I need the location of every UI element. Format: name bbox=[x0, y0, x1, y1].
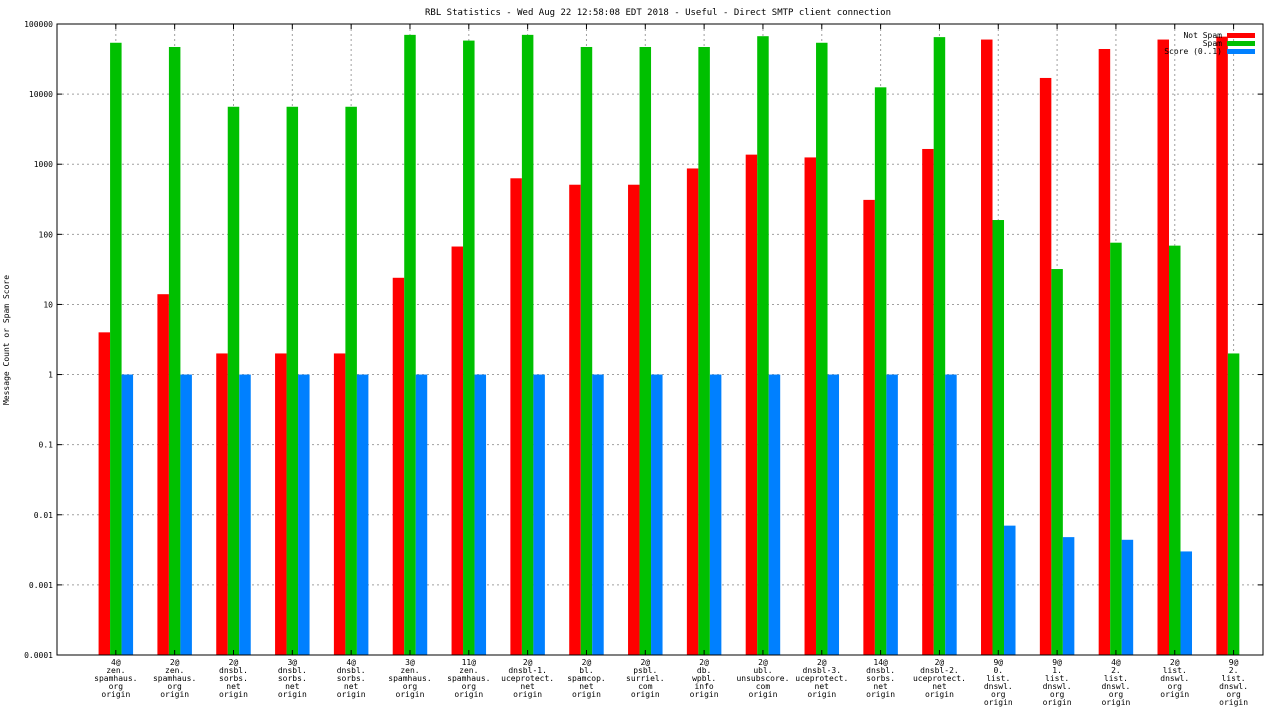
y-tick-label: 0.0001 bbox=[24, 651, 53, 660]
bar-not-spam bbox=[99, 332, 111, 655]
bar-spam bbox=[463, 41, 475, 655]
bar-not-spam bbox=[922, 149, 934, 655]
bar-score-0-1 bbox=[828, 375, 840, 655]
bar-not-spam bbox=[216, 353, 228, 655]
bar-spam bbox=[875, 87, 887, 655]
bar-not-spam bbox=[863, 200, 875, 655]
bar-not-spam bbox=[981, 40, 993, 655]
bar-spam bbox=[581, 47, 593, 655]
bar-not-spam bbox=[1158, 40, 1170, 655]
x-category-label: 14@ dnsbl. sorbs. net origin bbox=[866, 658, 895, 699]
x-category-label: 2@ psbl. surriel. com origin bbox=[626, 658, 665, 699]
bar-spam bbox=[1228, 353, 1240, 655]
bar-score-0-1 bbox=[1122, 540, 1134, 655]
bar-score-0-1 bbox=[298, 375, 310, 655]
x-category-label: 2@ dnsbl. sorbs. net origin bbox=[219, 658, 248, 699]
bar-spam bbox=[345, 107, 357, 655]
bar-score-0-1 bbox=[416, 375, 428, 655]
bar-spam bbox=[698, 47, 710, 655]
bar-not-spam bbox=[746, 155, 758, 655]
bar-spam bbox=[404, 35, 416, 655]
x-category-label: 9@ 1. list. dnswl. org origin bbox=[1043, 658, 1072, 707]
x-category-label: 2@ dnsbl-1. uceprotect. net origin bbox=[501, 658, 554, 699]
y-tick-label: 0.1 bbox=[39, 441, 54, 450]
x-category-label: 2@ bl. spamcop. net origin bbox=[567, 658, 606, 699]
bar-spam bbox=[169, 47, 181, 655]
x-category-label: 3@ zen. spamhaus. org origin bbox=[388, 658, 431, 699]
bar-score-0-1 bbox=[180, 375, 192, 655]
x-category-label: 2@ db. wpbl. info origin bbox=[690, 658, 719, 699]
x-category-label: 2@ zen. spamhaus. org origin bbox=[153, 658, 196, 699]
bar-score-0-1 bbox=[886, 375, 898, 655]
y-tick-label: 100000 bbox=[24, 20, 53, 29]
x-category-label: 11@ zen. spamhaus. org origin bbox=[447, 658, 490, 699]
bar-score-0-1 bbox=[1181, 551, 1193, 655]
bar-spam bbox=[287, 107, 299, 655]
y-tick-label: 10000 bbox=[29, 90, 53, 99]
x-category-label: 9@ 0. list. dnswl. org origin bbox=[984, 658, 1013, 707]
legend-swatch bbox=[1227, 33, 1255, 38]
y-tick-label: 1000 bbox=[34, 160, 53, 169]
bar-not-spam bbox=[452, 247, 464, 655]
bar-not-spam bbox=[334, 353, 346, 655]
bar-spam bbox=[1051, 269, 1063, 655]
y-tick-label: 100 bbox=[39, 230, 54, 239]
y-axis-label: Message Count or Spam Score bbox=[2, 275, 11, 405]
x-category-label: 2@ dnsbl-2. uceprotect. net origin bbox=[913, 658, 966, 699]
bar-score-0-1 bbox=[651, 375, 663, 655]
bar-not-spam bbox=[510, 178, 522, 655]
legend-swatch bbox=[1227, 49, 1255, 54]
bar-score-0-1 bbox=[239, 375, 251, 655]
bar-spam bbox=[1110, 243, 1122, 655]
bar-not-spam bbox=[157, 294, 169, 655]
bar-not-spam bbox=[275, 353, 287, 655]
x-category-label: 2@ list. dnswl. org origin bbox=[1160, 658, 1189, 699]
bar-not-spam bbox=[393, 278, 405, 655]
bar-score-0-1 bbox=[945, 375, 957, 655]
bar-score-0-1 bbox=[533, 375, 545, 655]
bar-spam bbox=[228, 107, 240, 655]
bar-score-0-1 bbox=[357, 375, 369, 655]
x-category-label: 3@ dnsbl. sorbs. net origin bbox=[278, 658, 307, 699]
x-category-label: 9@ 2. list. dnswl. org origin bbox=[1219, 658, 1248, 707]
bar-spam bbox=[1169, 246, 1181, 655]
bar-score-0-1 bbox=[592, 375, 604, 655]
bar-not-spam bbox=[687, 168, 699, 655]
bar-not-spam bbox=[1099, 49, 1111, 655]
bar-not-spam bbox=[1216, 37, 1228, 655]
bar-spam bbox=[640, 47, 652, 655]
chart-title: RBL Statistics - Wed Aug 22 12:58:08 EDT… bbox=[425, 8, 891, 18]
bar-score-0-1 bbox=[475, 375, 487, 655]
x-category-label: 2@ dnsbl-3. uceprotect. net origin bbox=[795, 658, 848, 699]
y-tick-label: 0.01 bbox=[34, 511, 53, 520]
bar-not-spam bbox=[805, 157, 817, 655]
bar-score-0-1 bbox=[710, 375, 722, 655]
legend-swatch bbox=[1227, 41, 1255, 46]
bar-score-0-1 bbox=[1063, 537, 1075, 655]
bar-spam bbox=[934, 37, 946, 655]
x-category-label: 2@ ubl. unsubscore. com origin bbox=[736, 658, 789, 699]
bar-spam bbox=[522, 35, 534, 655]
legend-label: Score (0..1) bbox=[1164, 47, 1222, 56]
bar-score-0-1 bbox=[1004, 526, 1016, 655]
x-category-label: 4@ dnsbl. sorbs. net origin bbox=[337, 658, 366, 699]
y-tick-label: 0.001 bbox=[29, 581, 53, 590]
bar-not-spam bbox=[569, 185, 581, 655]
bar-score-0-1 bbox=[769, 375, 781, 655]
bar-spam bbox=[757, 36, 769, 655]
x-category-label: 4@ 2. list. dnswl. org origin bbox=[1101, 658, 1130, 707]
y-tick-label: 10 bbox=[43, 300, 53, 309]
bars bbox=[99, 35, 1240, 655]
bar-score-0-1 bbox=[122, 375, 134, 655]
x-axis-categories: 4@ zen. spamhaus. org origin 2@ zen. spamhaus. o… bbox=[94, 658, 1248, 707]
bar-spam bbox=[110, 43, 122, 655]
bar-not-spam bbox=[628, 185, 640, 655]
bar-not-spam bbox=[1040, 78, 1052, 655]
bar-spam bbox=[816, 43, 828, 655]
y-tick-label: 1 bbox=[48, 371, 53, 380]
x-category-label: 4@ zen. spamhaus. org origin bbox=[94, 658, 137, 699]
bar-spam bbox=[993, 220, 1005, 655]
